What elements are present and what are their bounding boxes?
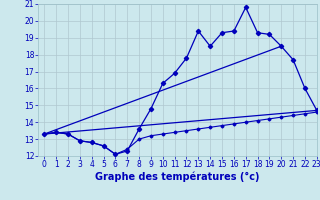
X-axis label: Graphe des températures (°c): Graphe des températures (°c) [95, 172, 260, 182]
